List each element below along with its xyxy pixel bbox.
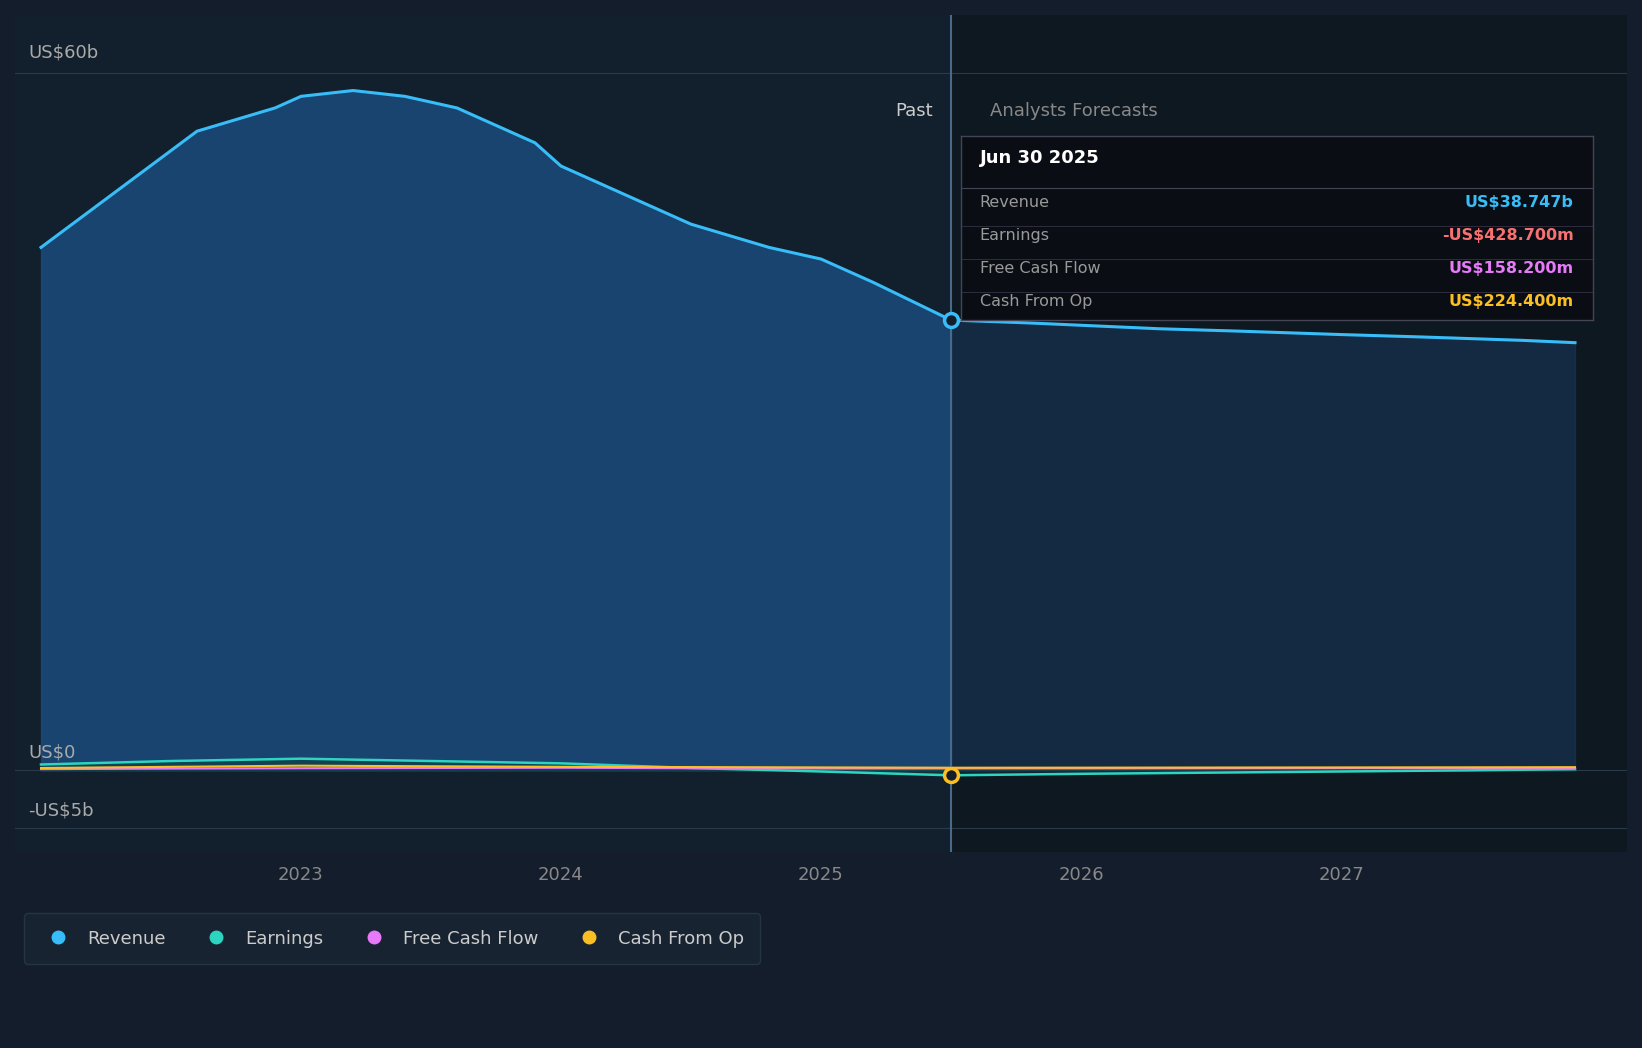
Text: US$38.747b: US$38.747b (1465, 195, 1573, 210)
Text: US$158.200m: US$158.200m (1448, 261, 1573, 276)
Text: US$60b: US$60b (28, 43, 99, 62)
Text: Jun 30 2025: Jun 30 2025 (980, 149, 1098, 167)
Text: Past: Past (895, 102, 933, 121)
Text: Free Cash Flow: Free Cash Flow (980, 261, 1100, 276)
Text: US$224.400m: US$224.400m (1448, 294, 1573, 309)
Text: Analysts Forecasts: Analysts Forecasts (990, 102, 1158, 121)
Text: US$0: US$0 (28, 743, 76, 761)
Text: Earnings: Earnings (980, 228, 1049, 243)
Text: -US$5b: -US$5b (28, 801, 94, 820)
Bar (15, 15, 951, 852)
Legend: Revenue, Earnings, Free Cash Flow, Cash From Op: Revenue, Earnings, Free Cash Flow, Cash … (25, 914, 760, 964)
Text: Revenue: Revenue (980, 195, 1049, 210)
Text: Cash From Op: Cash From Op (980, 294, 1092, 309)
Text: -US$428.700m: -US$428.700m (1442, 228, 1573, 243)
Bar (951, 15, 1627, 852)
